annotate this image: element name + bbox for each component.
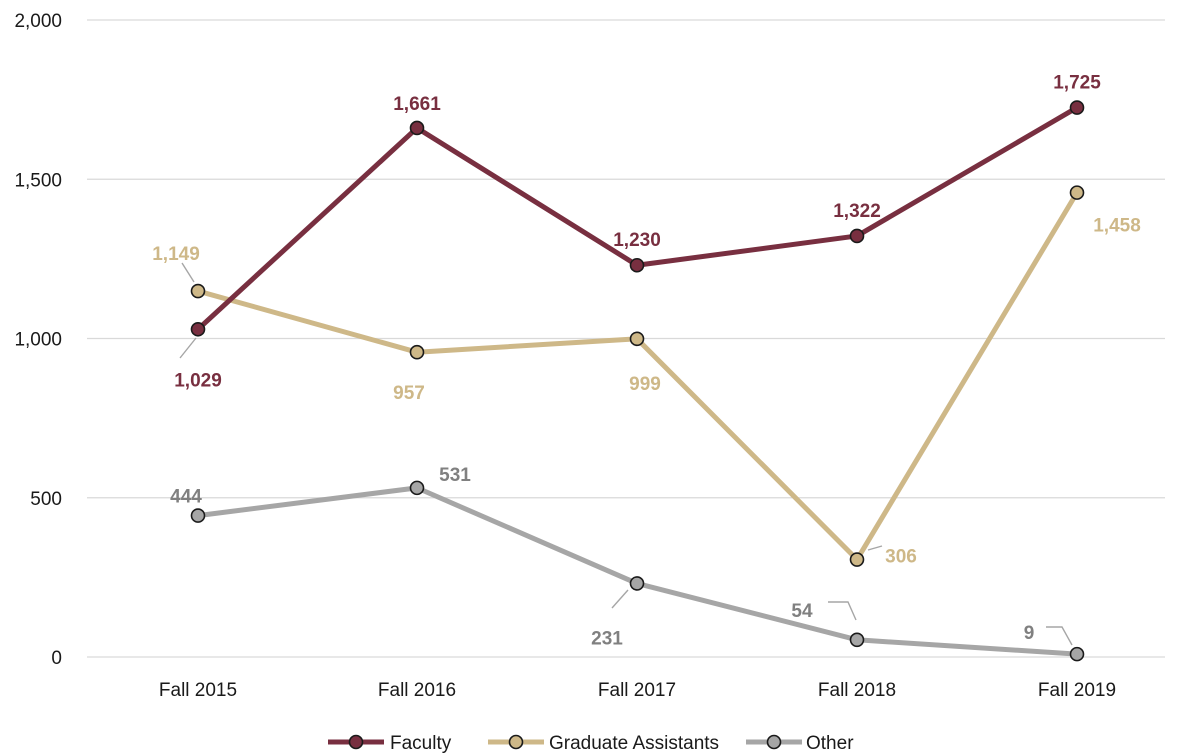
- legend-swatch-marker: [766, 734, 782, 750]
- leader-line: [828, 601, 857, 621]
- x-tick-label: Fall 2019: [1038, 680, 1116, 701]
- data-label-faculty: 1,661: [393, 94, 441, 115]
- y-tick-label: 0: [51, 648, 62, 669]
- series-faculty: [190, 100, 1085, 337]
- series-line-other: [195, 485, 1080, 657]
- data-point-other: [849, 632, 865, 648]
- series-layer: [190, 100, 1085, 662]
- leader-line: [1046, 626, 1073, 646]
- data-label-other: 444: [170, 487, 202, 508]
- data-label-graduate-assistants: 306: [885, 547, 917, 568]
- leader-line: [611, 589, 629, 609]
- data-point-graduate-assistants: [849, 552, 865, 567]
- data-point-other: [629, 576, 645, 591]
- legend-label: Faculty: [390, 733, 452, 754]
- data-label-faculty: 1,322: [833, 201, 881, 222]
- data-label-graduate-assistants: 1,149: [152, 244, 200, 265]
- y-tick-label: 1,500: [14, 170, 62, 191]
- data-label-other: 54: [791, 601, 813, 622]
- data-point-faculty: [849, 228, 865, 244]
- data-point-faculty: [190, 321, 206, 337]
- data-label-other: 531: [439, 465, 471, 486]
- data-point-faculty: [629, 257, 645, 273]
- x-tick-label: Fall 2018: [818, 680, 896, 701]
- leader-line: [181, 262, 195, 283]
- data-label-other: 9: [1024, 623, 1035, 644]
- data-point-graduate-assistants: [629, 331, 645, 347]
- x-tick-label: Fall 2016: [378, 680, 456, 701]
- x-tick-label: Fall 2015: [159, 680, 237, 701]
- data-point-graduate-assistants: [409, 344, 425, 360]
- leader-line: [867, 545, 883, 551]
- data-point-faculty: [409, 120, 425, 136]
- data-point-other: [409, 480, 425, 496]
- series-graduate-assistants: [190, 185, 1085, 567]
- legend-swatch-marker: [508, 734, 524, 750]
- data-point-graduate-assistants: [190, 283, 206, 299]
- y-axis-tick-labels: 0 500 1,000 1,500 2,000: [14, 11, 62, 669]
- data-point-graduate-assistants: [1069, 185, 1085, 200]
- legend-item-other: Other: [746, 733, 854, 754]
- data-label-faculty: 1,230: [613, 230, 661, 251]
- y-tick-label: 1,000: [14, 330, 62, 351]
- legend-swatch-marker: [348, 734, 364, 750]
- y-tick-label: 500: [30, 489, 62, 510]
- data-label-graduate-assistants: 1,458: [1093, 216, 1141, 237]
- data-labels-layer: 1,029 1,661 1,230 1,322 1,725 1,149 957 999 306 1…: [152, 73, 1141, 650]
- series-line-faculty: [195, 105, 1080, 332]
- series-other: [190, 480, 1085, 662]
- data-label-faculty: 1,029: [174, 370, 222, 391]
- legend-label: Other: [806, 733, 854, 754]
- data-point-faculty: [1069, 100, 1085, 115]
- data-label-graduate-assistants: 999: [629, 374, 661, 395]
- legend: Faculty Graduate Assistants Other: [328, 733, 854, 754]
- y-tick-label: 2,000: [14, 11, 62, 32]
- data-label-faculty: 1,725: [1053, 73, 1101, 94]
- x-tick-label: Fall 2017: [598, 680, 676, 701]
- legend-label: Graduate Assistants: [549, 733, 719, 754]
- data-point-other: [1069, 646, 1085, 662]
- leader-line: [179, 337, 197, 359]
- x-axis-tick-labels: Fall 2015 Fall 2016 Fall 2017 Fall 2018 Fall…: [159, 680, 1116, 701]
- legend-item-faculty: Faculty: [328, 733, 452, 754]
- data-label-graduate-assistants: 957: [393, 383, 425, 404]
- legend-item-graduate-assistants: Graduate Assistants: [488, 733, 719, 754]
- data-point-other: [190, 508, 206, 523]
- data-label-other: 231: [591, 628, 623, 649]
